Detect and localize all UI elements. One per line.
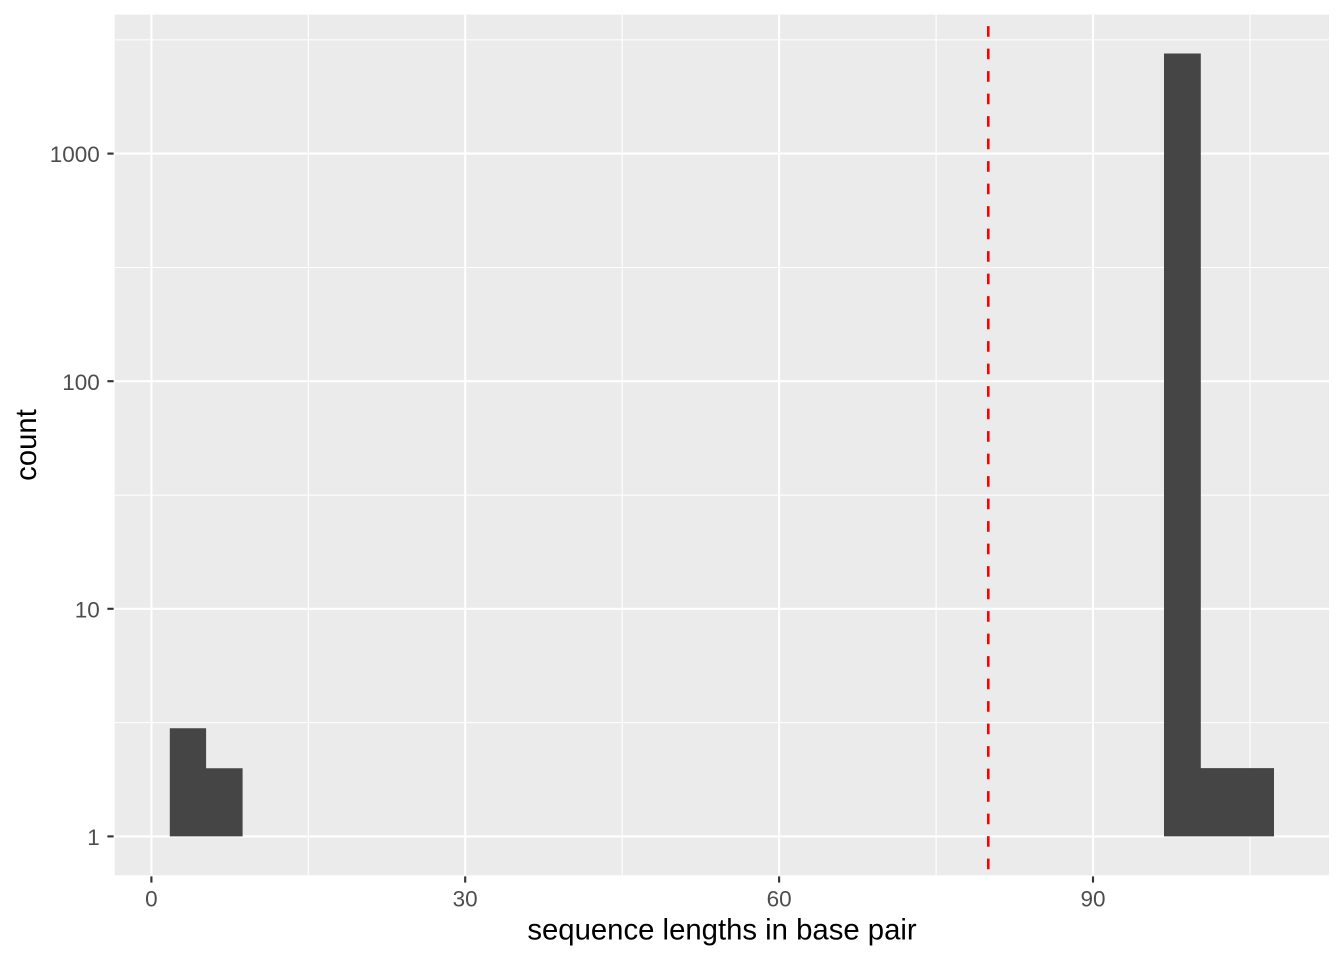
svg-text:0: 0 (145, 887, 158, 912)
svg-text:1000: 1000 (50, 142, 100, 167)
svg-text:sequence lengths in base pair: sequence lengths in base pair (527, 913, 917, 946)
svg-text:count: count (10, 409, 43, 481)
svg-text:100: 100 (62, 370, 100, 395)
svg-text:90: 90 (1080, 887, 1105, 912)
svg-text:60: 60 (767, 887, 792, 912)
svg-text:30: 30 (453, 887, 478, 912)
svg-text:10: 10 (75, 597, 100, 622)
svg-text:1: 1 (87, 825, 100, 850)
